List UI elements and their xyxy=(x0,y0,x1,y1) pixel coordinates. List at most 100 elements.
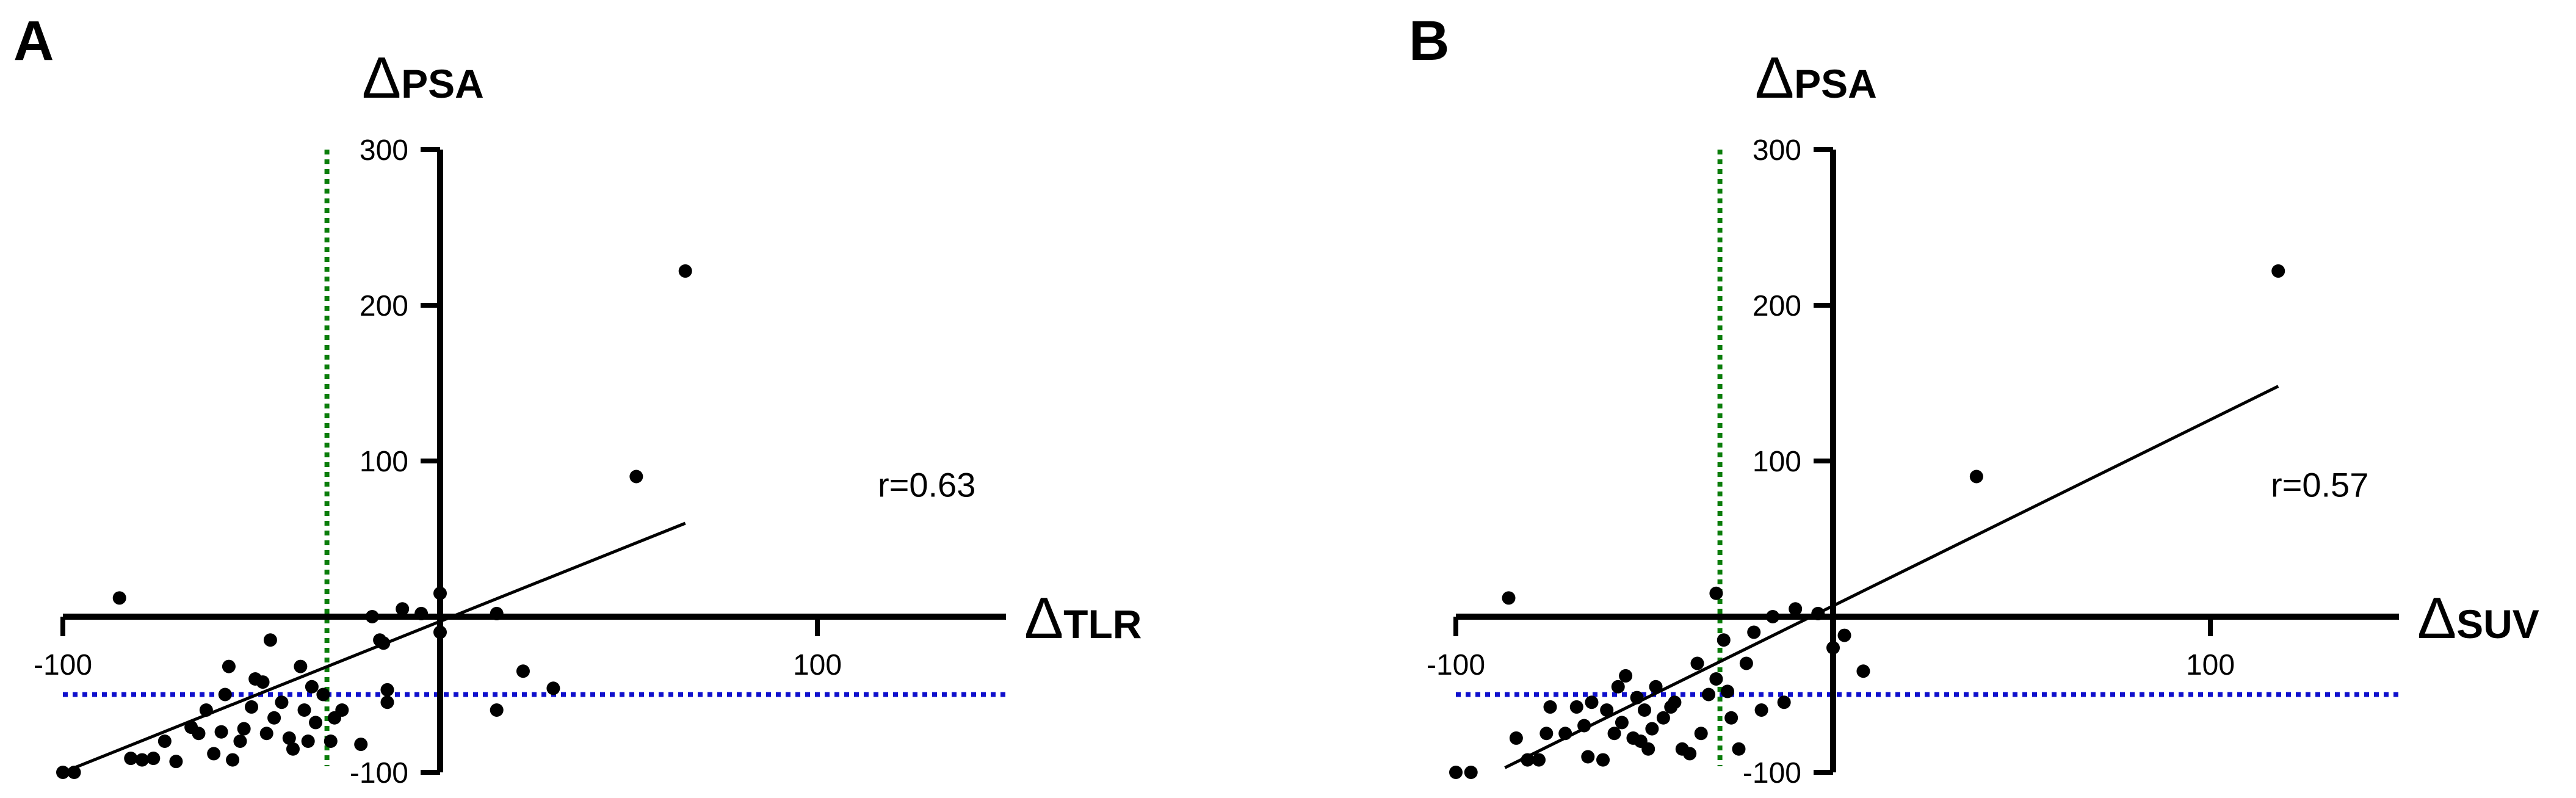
x-axis-label: TLR xyxy=(1063,601,1141,647)
data-point xyxy=(135,753,149,767)
x-axis-delta-symbol: Δ xyxy=(2417,586,2456,651)
data-point xyxy=(1720,684,1734,698)
data-point xyxy=(1607,727,1621,741)
y-axis-title: ΔPSA xyxy=(1755,45,1877,111)
x-tick-label: 100 xyxy=(2186,649,2235,681)
y-tick-label: 200 xyxy=(360,290,408,322)
data-point xyxy=(1789,602,1803,616)
data-point xyxy=(199,703,213,717)
x-tick-label: 100 xyxy=(793,649,842,681)
data-point xyxy=(1668,695,1682,709)
data-point xyxy=(433,586,447,600)
y-tick-label: 100 xyxy=(360,446,408,478)
data-point xyxy=(294,659,308,673)
y-tick-label: 200 xyxy=(1753,290,1801,322)
data-point xyxy=(1558,727,1572,741)
data-point xyxy=(629,470,643,484)
data-point xyxy=(256,675,270,689)
data-point xyxy=(1543,700,1557,714)
data-point xyxy=(1521,753,1535,767)
data-point xyxy=(1645,722,1659,736)
y-tick-label: -100 xyxy=(350,757,408,789)
data-point xyxy=(147,752,161,766)
data-point xyxy=(124,752,138,766)
y-tick-label: -100 xyxy=(1743,757,1801,789)
data-point xyxy=(414,606,429,620)
data-point xyxy=(267,711,281,725)
data-point xyxy=(282,731,296,745)
data-point xyxy=(1509,731,1523,745)
y-axis-delta-symbol: Δ xyxy=(1755,45,1794,111)
y-tick-label: 300 xyxy=(360,134,408,167)
data-point xyxy=(214,725,228,739)
data-point xyxy=(233,735,247,748)
x-tick-label: -100 xyxy=(1427,649,1485,681)
data-point xyxy=(112,591,126,605)
regression-line xyxy=(62,521,686,774)
data-point xyxy=(245,700,258,714)
data-point xyxy=(1837,628,1851,642)
data-point xyxy=(396,602,410,616)
y-axis-delta-symbol: Δ xyxy=(362,45,401,111)
data-point xyxy=(1694,727,1708,741)
data-point xyxy=(1766,610,1780,623)
data-point xyxy=(324,735,338,748)
data-point xyxy=(433,625,447,639)
data-point xyxy=(316,687,330,702)
data-point xyxy=(1732,742,1746,756)
data-point xyxy=(354,738,368,752)
correlation-annotation: r=0.63 xyxy=(878,466,975,504)
data-point xyxy=(1615,716,1629,730)
data-point xyxy=(1969,470,1983,484)
y-tick-label: 100 xyxy=(1753,446,1801,478)
data-point xyxy=(263,633,277,647)
data-point xyxy=(1656,711,1670,725)
data-point xyxy=(335,703,349,717)
data-point xyxy=(56,766,70,779)
panel-label: B xyxy=(1409,10,1449,72)
data-point xyxy=(1569,700,1583,714)
data-point xyxy=(1596,753,1610,767)
data-point xyxy=(309,716,323,730)
data-point xyxy=(1747,625,1761,639)
data-point xyxy=(2271,264,2285,278)
data-point xyxy=(157,735,172,748)
data-point xyxy=(678,264,692,278)
data-point xyxy=(1856,664,1870,678)
data-point xyxy=(192,727,206,741)
x-axis-label: SUV xyxy=(2456,601,2539,647)
y-axis-title: ΔPSA xyxy=(362,45,484,111)
data-point xyxy=(297,703,311,717)
data-point xyxy=(490,606,504,620)
data-point xyxy=(1611,680,1625,694)
data-point xyxy=(1641,742,1655,756)
data-point xyxy=(1585,695,1599,709)
data-point xyxy=(1638,703,1651,717)
data-point xyxy=(490,703,504,717)
y-tick-label: 300 xyxy=(1753,134,1801,167)
data-point xyxy=(222,659,236,673)
data-point xyxy=(546,681,560,695)
data-point xyxy=(380,683,394,697)
data-point xyxy=(1709,672,1723,686)
data-point xyxy=(1683,747,1697,761)
data-point xyxy=(275,695,289,709)
x-axis-title: ΔTLR xyxy=(1024,586,1141,651)
data-point xyxy=(1811,606,1825,620)
data-point xyxy=(1649,680,1663,694)
x-tick-label: -100 xyxy=(34,649,92,681)
data-point xyxy=(1600,703,1614,717)
x-axis-title: ΔSUV xyxy=(2417,586,2539,651)
data-point xyxy=(1630,691,1644,705)
data-point xyxy=(1581,750,1595,764)
data-point xyxy=(1619,669,1633,683)
data-point xyxy=(1709,586,1723,600)
data-point xyxy=(516,664,530,678)
data-point xyxy=(1449,766,1463,779)
data-point xyxy=(380,695,394,709)
x-axis-delta-symbol: Δ xyxy=(1024,586,1063,651)
regression-line xyxy=(1504,385,2279,769)
data-point xyxy=(1754,703,1768,717)
